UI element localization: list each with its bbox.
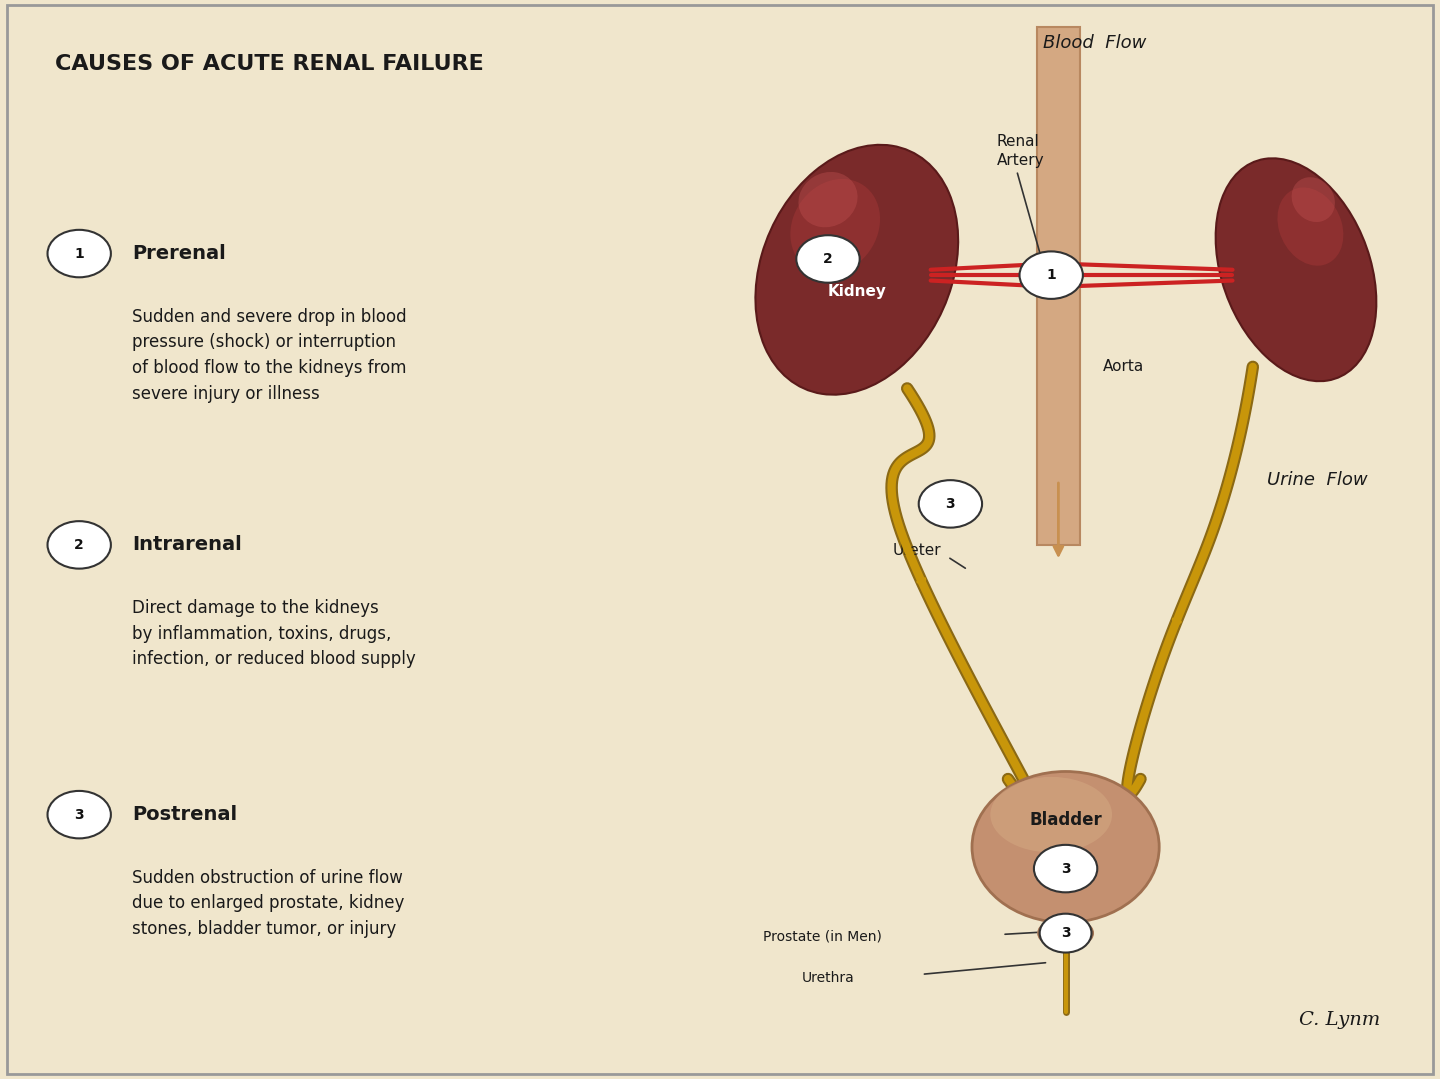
Text: Kidney: Kidney: [828, 284, 886, 299]
Circle shape: [919, 480, 982, 528]
Text: Intrarenal: Intrarenal: [132, 535, 242, 555]
Ellipse shape: [991, 777, 1112, 852]
Text: 3: 3: [1061, 862, 1070, 875]
Circle shape: [1040, 914, 1092, 953]
Text: 3: 3: [1061, 926, 1070, 940]
Text: 3: 3: [75, 808, 84, 821]
Circle shape: [48, 230, 111, 277]
Text: Bladder: Bladder: [1030, 811, 1102, 829]
Text: Direct damage to the kidneys
by inflammation, toxins, drugs,
infection, or reduc: Direct damage to the kidneys by inflamma…: [132, 599, 416, 668]
Ellipse shape: [972, 771, 1159, 923]
Text: Prerenal: Prerenal: [132, 244, 226, 263]
Circle shape: [796, 235, 860, 283]
Text: 2: 2: [824, 252, 832, 265]
Ellipse shape: [791, 179, 880, 274]
Text: 3: 3: [946, 497, 955, 510]
Text: 2: 2: [75, 538, 84, 551]
Ellipse shape: [798, 172, 858, 228]
Circle shape: [48, 791, 111, 838]
Ellipse shape: [1292, 177, 1335, 222]
Ellipse shape: [756, 145, 958, 395]
Text: Blood  Flow: Blood Flow: [1043, 35, 1146, 52]
Text: Urine  Flow: Urine Flow: [1267, 472, 1368, 489]
Text: Ureter: Ureter: [893, 543, 942, 558]
Text: Aorta: Aorta: [1103, 359, 1145, 374]
Text: CAUSES OF ACUTE RENAL FAILURE: CAUSES OF ACUTE RENAL FAILURE: [55, 54, 484, 74]
Ellipse shape: [1038, 918, 1093, 948]
Text: C. Lynm: C. Lynm: [1299, 1011, 1380, 1028]
Text: Renal
Artery: Renal Artery: [996, 134, 1044, 168]
Text: 1: 1: [75, 247, 84, 260]
Circle shape: [48, 521, 111, 569]
Text: Sudden and severe drop in blood
pressure (shock) or interruption
of blood flow t: Sudden and severe drop in blood pressure…: [132, 308, 408, 402]
Text: Urethra: Urethra: [802, 971, 855, 984]
Circle shape: [1020, 251, 1083, 299]
Polygon shape: [1037, 27, 1080, 545]
Text: Prostate (in Men): Prostate (in Men): [763, 930, 883, 943]
Text: Sudden obstruction of urine flow
due to enlarged prostate, kidney
stones, bladde: Sudden obstruction of urine flow due to …: [132, 869, 405, 938]
Text: Postrenal: Postrenal: [132, 805, 238, 824]
Ellipse shape: [1215, 159, 1377, 381]
Circle shape: [1034, 845, 1097, 892]
Text: 1: 1: [1047, 269, 1056, 282]
Ellipse shape: [1277, 188, 1344, 265]
